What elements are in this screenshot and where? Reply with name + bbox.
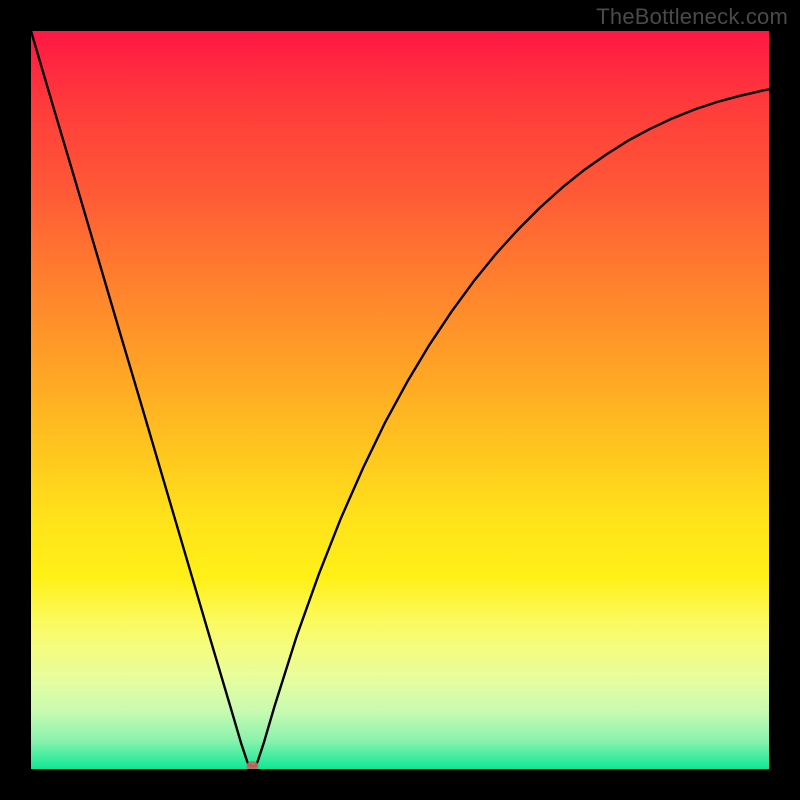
plot-area (31, 31, 769, 769)
bottleneck-curve (31, 31, 769, 769)
attribution-watermark: TheBottleneck.com (596, 4, 788, 30)
minimum-marker (246, 761, 258, 769)
chart-frame: TheBottleneck.com (0, 0, 800, 800)
curve-line (31, 31, 769, 766)
